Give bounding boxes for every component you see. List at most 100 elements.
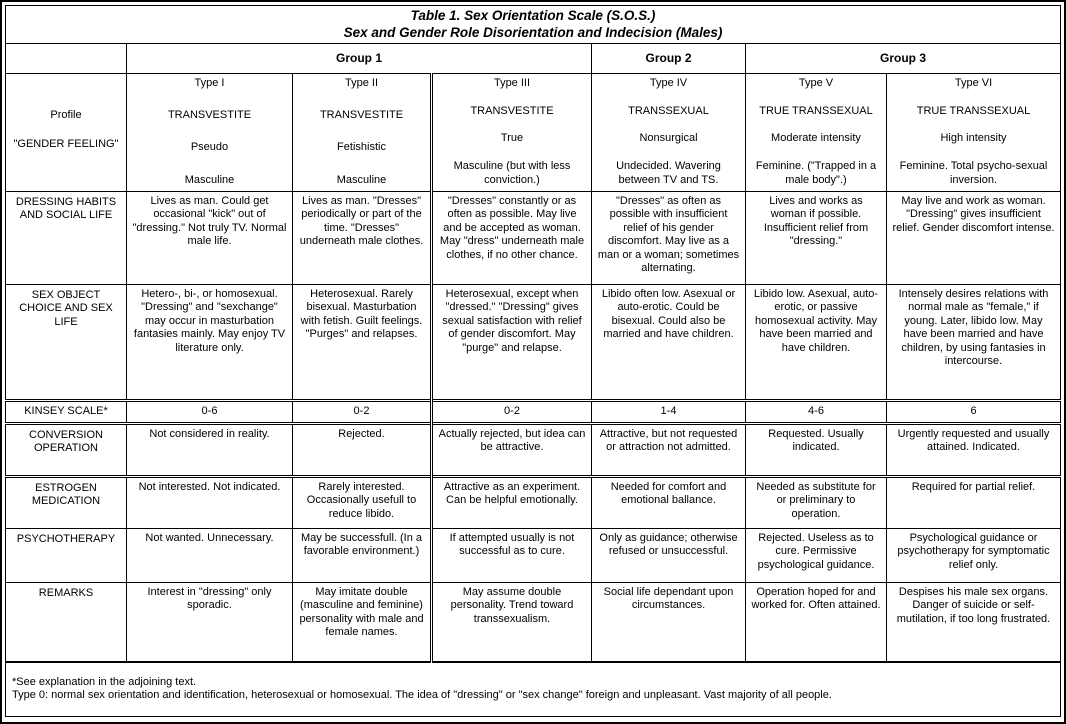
data-cell: "Dresses" constantly or as often as poss… xyxy=(430,191,592,285)
type-name: Type III xyxy=(493,77,531,89)
footnote-line2: Type 0: normal sex orientation and ident… xyxy=(12,689,832,702)
profile-label-line2: "GENDER FEELING" xyxy=(13,137,119,150)
type-category: TRANSVESTITE xyxy=(319,109,404,122)
data-cell: May live and work as woman. "Dressing" g… xyxy=(886,191,1061,285)
row-label: ESTROGEN MEDICATION xyxy=(5,475,127,529)
type-category: TRUE TRANSSEXUAL xyxy=(759,104,873,117)
type-subtitle: Moderate intensity xyxy=(771,132,861,145)
data-cell: Social life dependant upon circumstances… xyxy=(591,582,746,662)
data-cell: Lives as man. "Dresses" periodically or … xyxy=(292,191,432,285)
row-sex-object-choice: SEX OBJECT CHOICE AND SEX LIFE Hetero-, … xyxy=(5,284,1061,401)
type-subtitle: High intensity xyxy=(940,132,1007,145)
data-cell: Attractive as an experiment. Can be help… xyxy=(430,475,592,529)
data-cell: Attractive, but not requested or attract… xyxy=(591,422,746,477)
row-label: SEX OBJECT CHOICE AND SEX LIFE xyxy=(5,284,127,401)
group-header-1: Group 1 xyxy=(126,43,592,74)
data-cell: Not considered in reality. xyxy=(126,422,293,477)
row-kinsey-scale: KINSEY SCALE* 0-6 0-2 0-2 1-4 4-6 6 xyxy=(5,399,1061,424)
data-cell: Only as guidance; otherwise refused or u… xyxy=(591,528,746,583)
type-subtitle: Pseudo xyxy=(190,141,229,154)
data-cell: Intensely desires relations with normal … xyxy=(886,284,1061,401)
type-category: TRANSSEXUAL xyxy=(628,104,709,117)
type-name: Type V xyxy=(798,77,834,89)
row-psychotherapy: PSYCHOTHERAPY Not wanted. Unnecessary. M… xyxy=(5,528,1061,583)
data-cell: If attempted usually is not successful a… xyxy=(430,528,592,583)
data-cell: 4-6 xyxy=(745,399,887,424)
profile-stack: Type VI TRUE TRANSSEXUAL High intensity … xyxy=(892,77,1055,187)
sos-table: Table 1. Sex Orientation Scale (S.O.S.) … xyxy=(5,5,1061,717)
group-header-2: Group 2 xyxy=(591,43,746,74)
type-description: Undecided. Wavering between TV and TS. xyxy=(616,160,721,186)
data-cell: Rejected. xyxy=(292,422,432,477)
type-description: Masculine (but with less conviction.) xyxy=(453,160,571,186)
data-cell: Lives as man. Could get occasional "kick… xyxy=(126,191,293,285)
type-subtitle: Fetishistic xyxy=(337,141,386,154)
row-label: KINSEY SCALE* xyxy=(5,399,127,424)
data-cell: Hetero-, bi-, or homosexual. "Dressing" … xyxy=(126,284,293,401)
type-category: TRANSVESTITE xyxy=(470,104,554,117)
row-label: REMARKS xyxy=(5,582,127,662)
data-cell: Interest in "dressing" only sporadic. xyxy=(126,582,293,662)
type-description: Masculine xyxy=(336,173,387,186)
type-category: TRANSVESTITE xyxy=(167,109,252,122)
data-cell: Psychological guidance or psychotherapy … xyxy=(886,528,1061,583)
profile-cell-type-5: Type V TRUE TRANSSEXUAL Moderate intensi… xyxy=(745,73,887,192)
type-name: Type II xyxy=(344,77,379,89)
data-cell: Rarely interested. Occasionally usefull … xyxy=(292,475,432,529)
row-dressing-habits: DRESSING HABITS AND SOCIAL LIFE Lives as… xyxy=(5,191,1061,285)
data-cell: Rejected. Useless as to cure. Permissive… xyxy=(745,528,887,583)
row-title: Table 1. Sex Orientation Scale (S.O.S.) … xyxy=(5,5,1061,44)
footnotes: *See explanation in the adjoining text. … xyxy=(5,660,1061,717)
data-cell: 0-6 xyxy=(126,399,293,424)
data-cell: Operation hoped for and worked for. Ofte… xyxy=(745,582,887,662)
profile-cell-type-3: Type III TRANSVESTITE True Masculine (bu… xyxy=(430,73,592,192)
row-label: CONVERSION OPERATION xyxy=(5,422,127,477)
data-cell: Libido low. Asexual, auto-erotic, or pas… xyxy=(745,284,887,401)
data-cell: Libido often low. Asexual or auto-erotic… xyxy=(591,284,746,401)
profile-cell-type-1: Type I TRANSVESTITE Pseudo Masculine xyxy=(126,73,293,192)
row-footnotes: *See explanation in the adjoining text. … xyxy=(5,660,1061,717)
footnote-line1: *See explanation in the adjoining text. xyxy=(12,675,197,688)
table-title-line1: Table 1. Sex Orientation Scale (S.O.S.) xyxy=(410,8,656,24)
data-cell: 6 xyxy=(886,399,1061,424)
group-header-3: Group 3 xyxy=(745,43,1061,74)
profile-stack: Type V TRUE TRANSSEXUAL Moderate intensi… xyxy=(751,77,881,187)
type-description: Feminine. Total psycho-sexual inversion. xyxy=(899,160,1048,186)
data-cell: Needed as substitute for or preliminary … xyxy=(745,475,887,529)
data-cell: Requested. Usually indicated. xyxy=(745,422,887,477)
row-estrogen-medication: ESTROGEN MEDICATION Not interested. Not … xyxy=(5,475,1061,529)
data-cell: 0-2 xyxy=(430,399,592,424)
row-group-headers: Group 1 Group 2 Group 3 xyxy=(5,43,1061,74)
profile-cell-type-2: Type II TRANSVESTITE Fetishistic Masculi… xyxy=(292,73,432,192)
profile-stack: Type I TRANSVESTITE Pseudo Masculine xyxy=(132,77,287,187)
profile-cell-type-6: Type VI TRUE TRANSSEXUAL High intensity … xyxy=(886,73,1061,192)
type-name: Type VI xyxy=(954,77,993,89)
table-title: Table 1. Sex Orientation Scale (S.O.S.) … xyxy=(5,5,1061,44)
profile-label: Profile "GENDER FEELING" xyxy=(11,78,121,182)
data-cell: Lives and works as woman if possible. In… xyxy=(745,191,887,285)
group-row-spacer xyxy=(5,43,127,74)
type-description: Masculine xyxy=(184,173,235,186)
type-description: Feminine. ("Trapped in a male body".) xyxy=(755,160,877,186)
data-cell: 0-2 xyxy=(292,399,432,424)
row-remarks: REMARKS Interest in "dressing" only spor… xyxy=(5,582,1061,662)
data-cell: Despises his male sex organs. Danger of … xyxy=(886,582,1061,662)
row-label: DRESSING HABITS AND SOCIAL LIFE xyxy=(5,191,127,285)
profile-stack: Type II TRANSVESTITE Fetishistic Masculi… xyxy=(298,77,425,187)
data-cell: Needed for comfort and emotional ballanc… xyxy=(591,475,746,529)
data-cell: Urgently requested and usually attained.… xyxy=(886,422,1061,477)
data-cell: Heterosexual, except when "dressed." "Dr… xyxy=(430,284,592,401)
data-cell: 1-4 xyxy=(591,399,746,424)
table-title-line2: Sex and Gender Role Disorientation and I… xyxy=(343,24,723,40)
row-label: PSYCHOTHERAPY xyxy=(5,528,127,583)
type-category: TRUE TRANSSEXUAL xyxy=(916,104,1031,117)
data-cell: Required for partial relief. xyxy=(886,475,1061,529)
profile-cell-type-4: Type IV TRANSSEXUAL Nonsurgical Undecide… xyxy=(591,73,746,192)
data-cell: May imitate double (masculine and femini… xyxy=(292,582,432,662)
data-cell: May be successfull. (In a favorable envi… xyxy=(292,528,432,583)
type-subtitle: True xyxy=(500,132,524,145)
data-cell: Not interested. Not indicated. xyxy=(126,475,293,529)
data-cell: Actually rejected, but idea can be attra… xyxy=(430,422,592,477)
type-name: Type IV xyxy=(649,77,688,89)
